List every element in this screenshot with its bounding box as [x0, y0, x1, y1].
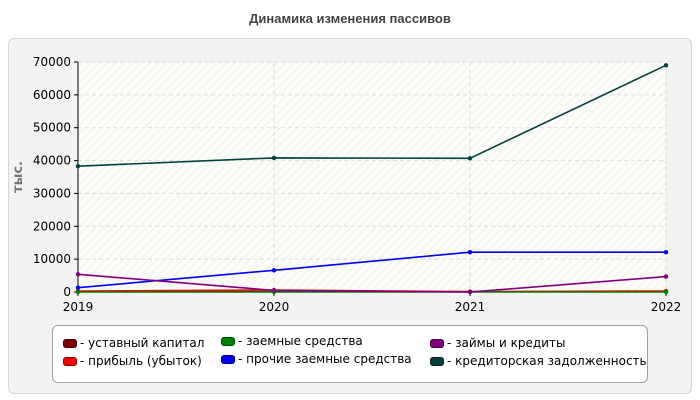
- series-line: [77, 273, 667, 293]
- legend-swatch: [221, 336, 235, 346]
- legend-item: - кредиторская задолженность: [430, 354, 647, 368]
- data-point: [663, 250, 669, 255]
- data-point: [75, 285, 81, 290]
- y-tick-label: 50000: [33, 121, 71, 135]
- y-tick-label: 30000: [33, 186, 71, 200]
- series-line: [77, 251, 666, 289]
- y-axis-label: тыс.: [11, 161, 26, 193]
- x-tick-label: 2019: [63, 300, 94, 314]
- y-tick-label: 20000: [33, 219, 71, 233]
- y-tick-label: 60000: [33, 88, 71, 102]
- y-axis-ticks: 0 10000 20000 30000 40000 50000 60000 70000: [33, 55, 78, 299]
- y-tick-label: 10000: [33, 252, 71, 266]
- series-5: [75, 63, 669, 169]
- legend-swatch: [63, 356, 77, 366]
- data-point: [75, 272, 81, 277]
- data-point: [467, 289, 473, 295]
- chart-title: Динамика изменения пассивов: [249, 11, 451, 26]
- data-point: [271, 268, 277, 273]
- x-tick-label: 2020: [259, 300, 290, 314]
- legend: - уставный капитал - прибыль (убыток) - за…: [52, 325, 648, 383]
- data-point: [467, 250, 473, 255]
- data-point: [663, 63, 669, 68]
- legend-swatch: [63, 338, 77, 348]
- y-tick-label: 40000: [33, 154, 71, 168]
- legend-swatch: [221, 354, 235, 364]
- plot-hatch: [78, 62, 666, 292]
- data-point: [75, 289, 81, 295]
- series-layer: [75, 63, 669, 295]
- legend-label: - уставный капитал: [80, 336, 205, 350]
- legend-item: - заемные средства: [221, 334, 363, 348]
- legend-item: - уставный капитал: [63, 336, 204, 350]
- series-line: [77, 64, 667, 167]
- data-point: [271, 288, 277, 293]
- series-4: [75, 272, 669, 295]
- series-3: [75, 250, 669, 290]
- data-point: [467, 156, 473, 161]
- legend-label: - кредиторская задолженность: [447, 354, 647, 368]
- y-tick-label: 0: [63, 285, 71, 299]
- legend-item: - прибыль (убыток): [63, 354, 202, 368]
- legend-label: - прибыль (убыток): [80, 354, 202, 368]
- legend-label: - прочие заемные средства: [238, 352, 412, 366]
- legend-item: - займы и кредиты: [430, 336, 565, 350]
- legend-label: - займы и кредиты: [447, 336, 566, 350]
- data-point: [75, 163, 81, 169]
- legend-swatch: [430, 356, 444, 366]
- legend-swatch: [430, 338, 444, 348]
- x-tick-label: 2021: [455, 300, 486, 314]
- x-tick-label: 2022: [651, 300, 682, 314]
- legend-item: - прочие заемные средства: [221, 352, 412, 366]
- x-axis-ticks: 2019 2020 2021 2022: [63, 292, 682, 314]
- data-point: [271, 155, 277, 161]
- data-point: [663, 274, 669, 279]
- data-point: [663, 289, 669, 295]
- plot-area: [78, 62, 666, 292]
- y-tick-label: 70000: [33, 55, 71, 69]
- legend-label: - заемные средства: [238, 334, 363, 348]
